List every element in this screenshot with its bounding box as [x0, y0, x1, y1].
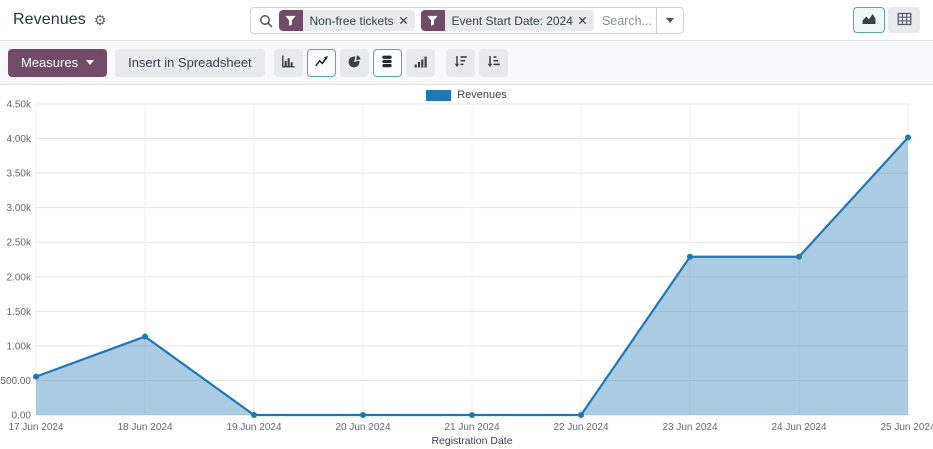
svg-text:3.00k: 3.00k [7, 203, 32, 214]
graph-view-button[interactable] [853, 7, 885, 33]
svg-text:21 Jun 2024: 21 Jun 2024 [444, 422, 499, 433]
insert-in-spreadsheet-button[interactable]: Insert in Spreadsheet [115, 48, 265, 77]
legend-label: Revenues [457, 89, 507, 101]
chevron-down-icon [665, 18, 674, 23]
facet-label: Non-free tickets [309, 13, 394, 28]
sort-ascending-button[interactable] [478, 48, 508, 77]
ascending-bars-icon [413, 54, 428, 72]
svg-text:2.50k: 2.50k [7, 238, 32, 249]
chart-controls [273, 48, 508, 77]
svg-text:24 Jun 2024: 24 Jun 2024 [771, 422, 826, 433]
bar-chart-icon [281, 54, 296, 72]
pivot-table-icon [897, 12, 912, 29]
cumulative-toggle-button[interactable] [405, 48, 435, 77]
page-title: Revenues [13, 11, 86, 28]
svg-text:25 Jun 2024: 25 Jun 2024 [880, 422, 933, 433]
svg-text:4.00k: 4.00k [7, 134, 32, 145]
svg-text:2.00k: 2.00k [7, 272, 32, 283]
svg-text:500.00: 500.00 [0, 376, 31, 387]
filter-funnel-icon [420, 10, 445, 31]
svg-text:1.00k: 1.00k [7, 341, 32, 352]
svg-text:22 Jun 2024: 22 Jun 2024 [553, 422, 608, 433]
svg-text:3.50k: 3.50k [7, 169, 32, 180]
measures-button[interactable]: Measures [8, 48, 108, 77]
svg-text:4.50k: 4.50k [7, 100, 32, 111]
revenues-line-chart: 0.00 500.00 1.00k 1.50k 2.00k 2.50k 3.00k 3.50k… [0, 100, 933, 448]
svg-text:Registration Date: Registration Date [431, 435, 512, 447]
svg-text:1.50k: 1.50k [7, 307, 32, 318]
area-chart-icon [861, 11, 877, 29]
chart-legend[interactable]: Revenues [0, 89, 933, 101]
svg-text:20 Jun 2024: 20 Jun 2024 [335, 422, 390, 433]
filter-facet-event-start-date: Event Start Date: 2024 [420, 10, 594, 31]
remove-filter-icon[interactable] [399, 16, 408, 25]
pivot-view-button[interactable] [888, 7, 920, 33]
remove-filter-icon[interactable] [578, 16, 587, 25]
svg-text:17 Jun 2024: 17 Jun 2024 [8, 422, 63, 433]
measures-label: Measures [21, 55, 79, 70]
filter-facet-non-free-tickets: Non-free tickets [278, 10, 415, 31]
filter-funnel-icon [278, 10, 303, 31]
sort-amount-asc-icon [486, 54, 501, 72]
chart-area: Revenues 0.00 500.00 1.00k 1.50k 2.00k 2.50k 3… [0, 85, 933, 449]
search-dropdown-toggle[interactable] [655, 8, 683, 33]
line-chart-button[interactable] [306, 48, 336, 77]
facet-label: Event Start Date: 2024 [451, 13, 573, 28]
search-icon [259, 14, 273, 28]
pie-chart-icon [347, 54, 362, 72]
svg-text:0.00: 0.00 [12, 411, 32, 422]
pie-chart-button[interactable] [339, 48, 369, 77]
stacked-toggle-button[interactable] [372, 48, 402, 77]
stacked-icon [380, 54, 394, 72]
sort-descending-button[interactable] [445, 48, 475, 77]
line-chart-icon [314, 54, 329, 72]
control-panel: Revenues ⚙ Non-free tickets [0, 0, 933, 41]
graph-toolbar: Measures Insert in Spreadsheet [0, 41, 933, 85]
gear-icon[interactable]: ⚙ [93, 12, 107, 28]
legend-swatch [426, 89, 452, 101]
bar-chart-button[interactable] [273, 48, 303, 77]
chevron-down-icon [86, 60, 95, 65]
view-switcher [853, 7, 920, 33]
svg-text:23 Jun 2024: 23 Jun 2024 [662, 422, 717, 433]
svg-text:19 Jun 2024: 19 Jun 2024 [226, 422, 281, 433]
search-input[interactable] [599, 12, 656, 29]
sort-amount-desc-icon [453, 54, 468, 72]
search-bar: Non-free tickets Event Start Date: 2024 [249, 7, 684, 34]
svg-text:18 Jun 2024: 18 Jun 2024 [117, 422, 172, 433]
